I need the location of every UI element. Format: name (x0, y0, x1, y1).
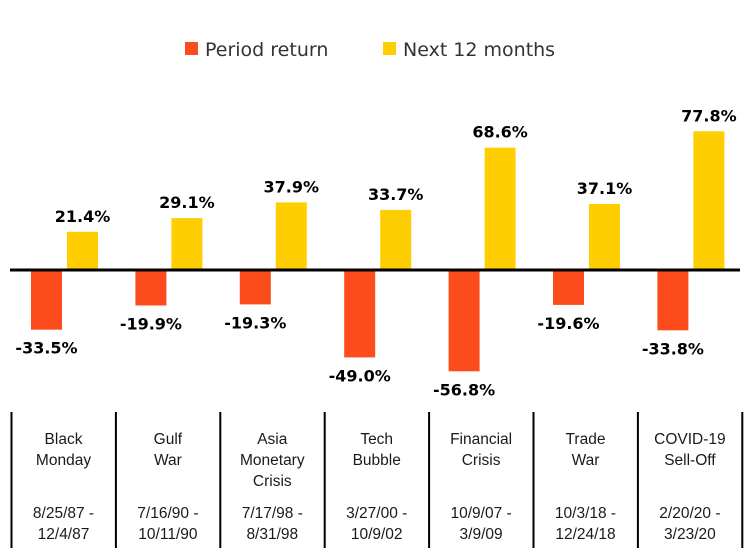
category-name-trade-war: Trade War (566, 431, 606, 469)
category-dates-trade-war: 10/3/18 -12/24/18 (555, 505, 616, 543)
category-dates-covid-19-sell-off: 2/20/20 -3/23/20 (659, 505, 720, 543)
legend-swatch-next-12-months (383, 42, 396, 55)
value-label-next-12-months-3: 37.9% (264, 177, 320, 196)
category-dates-financial-crisis: 10/9/07 -3/9/09 (451, 505, 512, 543)
legend-label-next-12-months: Next 12 months (403, 39, 555, 61)
value-label-period-return-2: -19.9% (120, 315, 182, 334)
category-dates-tech-bubble: 3/27/00 -10/9/02 (346, 505, 407, 543)
category-name-tech-bubble: Tech Bubble (353, 431, 401, 469)
category-name-asia-monetary-crisis: Asia Monetary Crisis (240, 431, 305, 490)
bar-period-return-6 (553, 270, 584, 305)
legend-label-period-return: Period return (205, 39, 328, 61)
bar-next-12-months-2 (171, 218, 203, 270)
category-dates-gulf-war: 7/16/90 -10/11/90 (137, 505, 198, 543)
value-label-next-12-months-1: 21.4% (55, 207, 111, 226)
category-name-covid-19-sell-off: COVID-19 Sell-Off (654, 431, 726, 469)
bar-next-12-months-5 (484, 147, 516, 270)
category-name-black-monday: Black Monday (36, 431, 91, 469)
bars (31, 131, 725, 372)
bar-period-return-7 (657, 270, 689, 331)
value-label-next-12-months-4: 33.7% (368, 185, 424, 204)
value-label-next-12-months-6: 37.1% (577, 179, 633, 198)
value-labels: -33.5% 21.4% -19.9% 29.1% -19.3% 37.9% -49.0% 3… (15, 106, 736, 399)
bar-period-return-4 (344, 270, 376, 358)
bar-next-12-months-4 (380, 209, 412, 270)
legend: Period return Next 12 months (185, 39, 555, 61)
bar-period-return-1 (31, 270, 62, 330)
value-label-period-return-3: -19.3% (224, 313, 286, 332)
legend-swatch-period-return (185, 42, 198, 55)
bar-next-12-months-3 (275, 202, 307, 270)
bar-period-return-2 (135, 270, 167, 306)
bar-next-12-months-7 (693, 131, 725, 270)
category-panel: Black Monday 8/25/87 -12/4/87 Gulf War 7/16/9… (10, 412, 744, 548)
value-label-next-12-months-7: 77.8% (681, 106, 737, 125)
category-name-gulf-war: Gulf War (154, 431, 183, 469)
bar-period-return-3 (239, 270, 271, 305)
category-dates-asia-monetary-crisis: 7/17/98 -8/31/98 (242, 505, 303, 543)
bar-period-return-5 (448, 270, 480, 372)
value-label-period-return-7: -33.8% (642, 339, 704, 358)
bar-next-12-months-6 (589, 203, 620, 270)
category-dates-black-monday: 8/25/87 -12/4/87 (33, 505, 94, 543)
value-label-period-return-6: -19.6% (537, 314, 599, 333)
value-label-period-return-4: -49.0% (329, 366, 391, 385)
value-label-period-return-1: -33.5% (15, 339, 77, 358)
value-label-period-return-5: -56.8% (433, 380, 495, 399)
bar-next-12-months-1 (67, 231, 98, 270)
category-name-financial-crisis: Financial Crisis (450, 431, 512, 469)
value-label-next-12-months-5: 68.6% (472, 123, 528, 142)
value-label-next-12-months-2: 29.1% (159, 193, 215, 212)
